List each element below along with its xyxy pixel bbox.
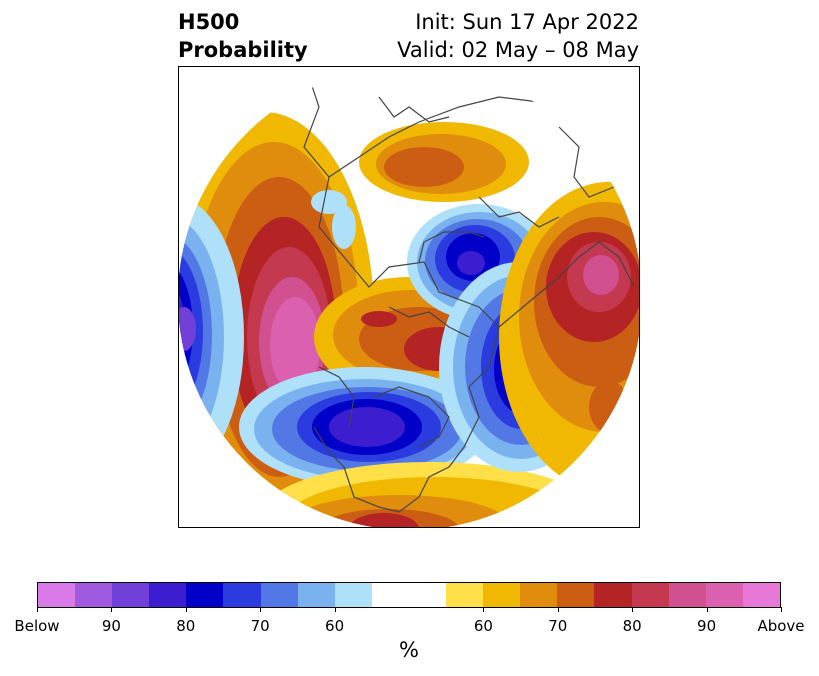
colorbar-above-swatch [594,583,632,607]
valid-range: Valid: 02 May – 08 May [397,38,639,62]
map-title: H500 Probability [178,8,308,64]
central-us-anomaly-below [239,367,489,487]
colorbar-tick-label: Above [757,617,805,635]
colorbar-tick-label: 80 [622,617,642,635]
colorbar-above-swatch [705,583,743,607]
colorbar-below-swatch [186,583,224,607]
colorbar-above-swatch [483,583,521,607]
colorbar-tick-label: 60 [473,617,493,635]
map-dates: Init: Sun 17 Apr 2022 Valid: 02 May – 08… [397,8,639,64]
colorbar-below-swatch [149,583,187,607]
colorbar-below-swatch [260,583,298,607]
colorbar-tick-label: 60 [325,617,345,635]
colorbar-tick-label: 90 [101,617,121,635]
colorbar-above-swatch [446,583,484,607]
colorbar-above-swatch [520,583,558,607]
colorbar-above-swatch [742,583,780,607]
colorbar-tick-mark [185,607,187,612]
colorbar-tick-label: 70 [250,617,270,635]
colorbar-unit: % [399,638,419,662]
probability-map [178,66,640,528]
alaska-anomaly-below [311,190,356,249]
colorbar-tick-label: 90 [697,617,717,635]
map-graphic [179,67,639,527]
colorbar-tick-mark [781,607,782,612]
init-date: Init: Sun 17 Apr 2022 [415,10,639,34]
colorbar-tick-mark [706,607,708,612]
colorbar-below-swatch [297,583,335,607]
colorbar-tick-mark [632,607,634,612]
colorbar-below-swatch [334,583,372,607]
colorbar-above-swatch [631,583,669,607]
title-variable: H500 [178,10,240,34]
colorbar-below-swatch [38,583,76,607]
title-subject: Probability [178,38,308,62]
colorbar-tick-mark [37,607,38,612]
colorbar-tick-label: 70 [548,617,568,635]
colorbar-tick-label: Below [14,617,60,635]
colorbar [37,582,781,608]
colorbar-tick-label: 80 [176,617,196,635]
colorbar-neutral-swatch [371,583,447,607]
colorbar-below-swatch [223,583,261,607]
colorbar-tick-mark [557,607,559,612]
colorbar-below-swatch [112,583,150,607]
colorbar-below-swatch [75,583,113,607]
colorbar-tick-mark [334,607,336,612]
colorbar-tick-mark [483,607,485,612]
colorbar-tick-mark [260,607,262,612]
colorbar-above-swatch [557,583,595,607]
siberia-anomaly-above [359,122,529,202]
colorbar-above-swatch [668,583,706,607]
colorbar-tick-mark [111,607,113,612]
